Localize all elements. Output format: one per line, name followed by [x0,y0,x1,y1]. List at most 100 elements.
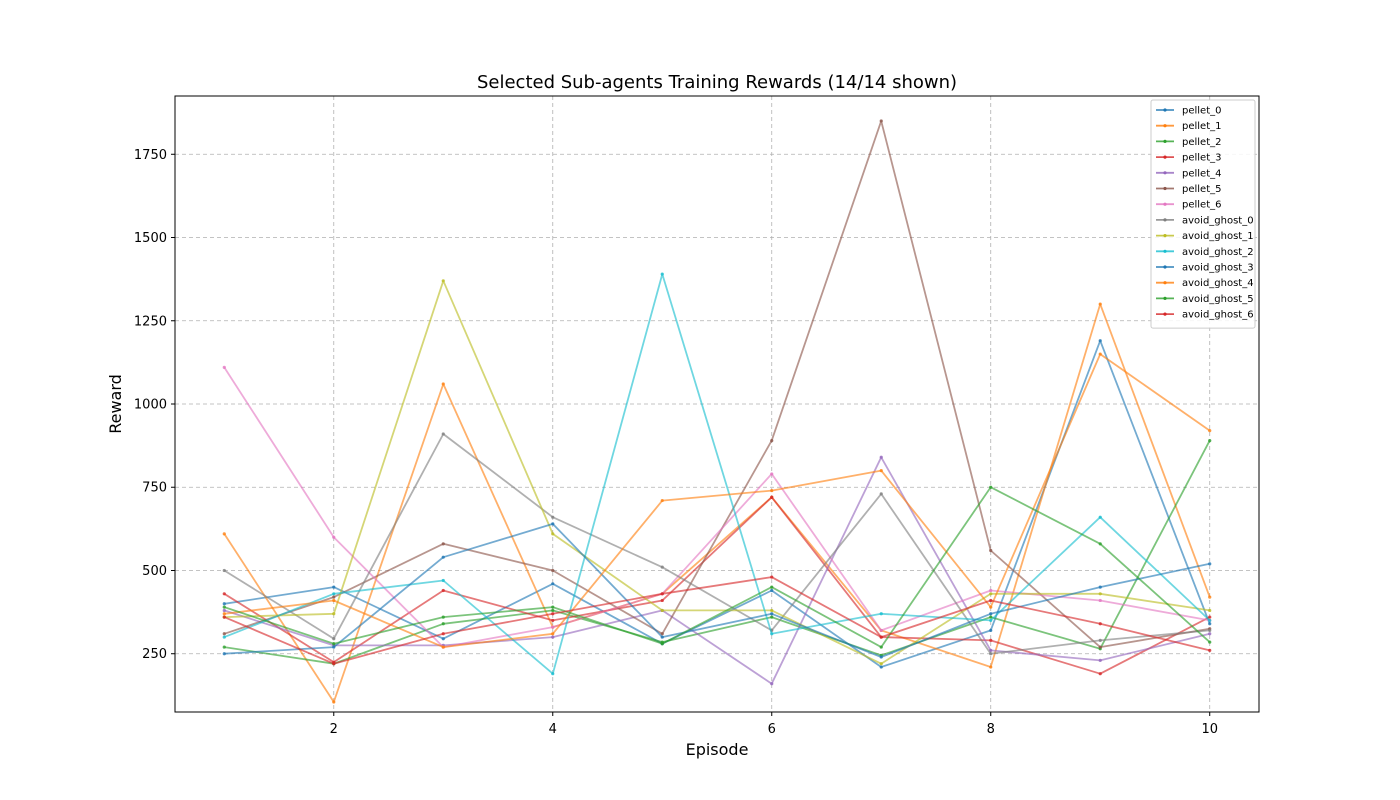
data-point-pellet_5 [879,119,883,123]
data-point-avoid_ghost_6 [441,632,445,636]
series-avoid_ghost_4 [222,352,1212,649]
data-point-pellet_3 [551,618,555,623]
series-pellet_5 [222,119,1212,649]
y-tick-label: 750 [142,481,167,496]
legend-item-avoid_ghost_3: avoid_ghost_3 [1156,263,1254,274]
data-point-avoid_ghost_4 [989,605,993,609]
y-tick-label: 1000 [134,398,167,413]
data-point-pellet_6 [551,625,555,629]
series-line-avoid_ghost_3 [224,523,1210,658]
data-point-avoid_ghost_4 [660,498,664,503]
data-point-pellet_1 [441,382,445,386]
data-point-avoid_ghost_5 [551,605,555,609]
legend-item-avoid_ghost_2: avoid_ghost_2 [1156,247,1254,258]
series-line-avoid_ghost_2 [223,273,1211,675]
data-point-avoid_ghost_5 [989,485,993,489]
data-point-avoid_ghost_2 [222,635,226,639]
data-point-avoid_ghost_0 [441,432,445,436]
data-point-pellet_0 [1208,622,1212,626]
data-point-pellet_6 [770,472,774,476]
data-point-avoid_ghost_3 [332,645,336,649]
legend-marker [1163,155,1167,159]
data-point-avoid_ghost_5 [879,645,883,649]
data-point-pellet_1 [222,532,226,536]
legend-label: avoid_ghost_4 [1182,278,1254,289]
series-line-pellet_1 [223,303,1211,703]
x-tick-label: 10 [1201,722,1218,737]
data-point-avoid_ghost_1 [660,608,664,613]
data-point-pellet_6 [222,365,226,369]
legend-marker [1163,218,1167,222]
data-point-avoid_ghost_6 [879,635,883,639]
data-point-pellet_0 [879,665,883,669]
series-line-avoid_ghost_0 [223,433,1210,655]
chart-title: Selected Sub-agents Training Rewards (14… [477,72,957,93]
data-point-avoid_ghost_0 [332,637,336,641]
data-point-avoid_ghost_5 [770,585,774,589]
legend-item-avoid_ghost_1: avoid_ghost_1 [1156,231,1254,242]
series-pellet_6 [222,365,1212,649]
data-point-pellet_3 [441,588,445,593]
y-axis-label: Reward [106,374,125,434]
series-avoid_ghost_0 [222,432,1212,656]
legend-item-pellet_1: pellet_1 [1156,121,1222,132]
legend-label: pellet_1 [1182,121,1222,132]
data-point-avoid_ghost_6 [770,575,774,579]
data-point-pellet_4 [222,608,226,613]
x-axis-label: Episode [686,740,749,759]
data-point-pellet_6 [879,628,883,633]
data-point-pellet_4 [551,635,555,639]
data-point-pellet_4 [879,455,883,459]
legend-label: pellet_0 [1182,106,1222,117]
data-point-avoid_ghost_3 [222,652,226,656]
data-point-pellet_1 [989,665,993,669]
legend-marker [1163,234,1167,238]
data-point-avoid_ghost_3 [989,612,993,616]
data-point-avoid_ghost_3 [1208,562,1212,566]
data-point-pellet_0 [1098,339,1102,343]
data-point-avoid_ghost_1 [989,592,993,596]
legend-label: avoid_ghost_2 [1182,247,1254,258]
legend-marker [1163,202,1167,206]
data-point-pellet_5 [222,632,226,636]
legend-label: pellet_2 [1182,137,1222,148]
data-point-avoid_ghost_0 [879,492,883,496]
data-point-avoid_ghost_3 [660,635,664,639]
data-point-pellet_6 [1098,598,1102,603]
data-point-avoid_ghost_1 [1098,592,1102,596]
data-point-avoid_ghost_1 [1208,608,1212,613]
series-line-pellet_2 [224,440,1211,665]
data-point-avoid_ghost_3 [441,555,445,559]
data-point-pellet_0 [770,588,774,593]
data-point-pellet_6 [332,535,336,539]
data-point-pellet_5 [1098,645,1102,649]
data-point-avoid_ghost_6 [989,598,993,603]
data-point-pellet_2 [989,615,993,619]
data-point-avoid_ghost_4 [879,468,883,473]
series-line-avoid_ghost_4 [224,353,1211,648]
data-point-avoid_ghost_6 [1098,622,1102,626]
y-tick-label: 250 [142,647,167,662]
legend: pellet_0 pellet_1 pellet_2 pellet_3 pellet_4… [1150,99,1256,329]
data-point-avoid_ghost_0 [660,565,664,569]
data-point-avoid_ghost_0 [989,652,993,656]
legend-label: pellet_6 [1182,200,1222,211]
data-point-pellet_5 [989,548,993,553]
legend-item-avoid_ghost_4: avoid_ghost_4 [1156,278,1254,289]
data-point-avoid_ghost_4 [222,612,226,616]
data-point-pellet_1 [1208,595,1212,599]
data-point-pellet_0 [551,582,555,586]
data-point-pellet_2 [551,608,555,613]
legend-item-pellet_0: pellet_0 [1156,106,1222,117]
data-point-pellet_0 [222,602,226,606]
legend-item-avoid_ghost_0: avoid_ghost_0 [1156,215,1254,226]
data-point-avoid_ghost_5 [1098,542,1102,546]
data-point-pellet_2 [441,622,445,626]
data-point-avoid_ghost_6 [660,592,664,596]
data-point-avoid_ghost_3 [1098,585,1102,589]
data-point-pellet_3 [222,592,226,596]
data-point-pellet_0 [332,585,336,589]
legend-marker [1163,139,1167,143]
data-point-avoid_ghost_4 [1208,429,1212,433]
data-point-avoid_ghost_2 [441,578,445,583]
